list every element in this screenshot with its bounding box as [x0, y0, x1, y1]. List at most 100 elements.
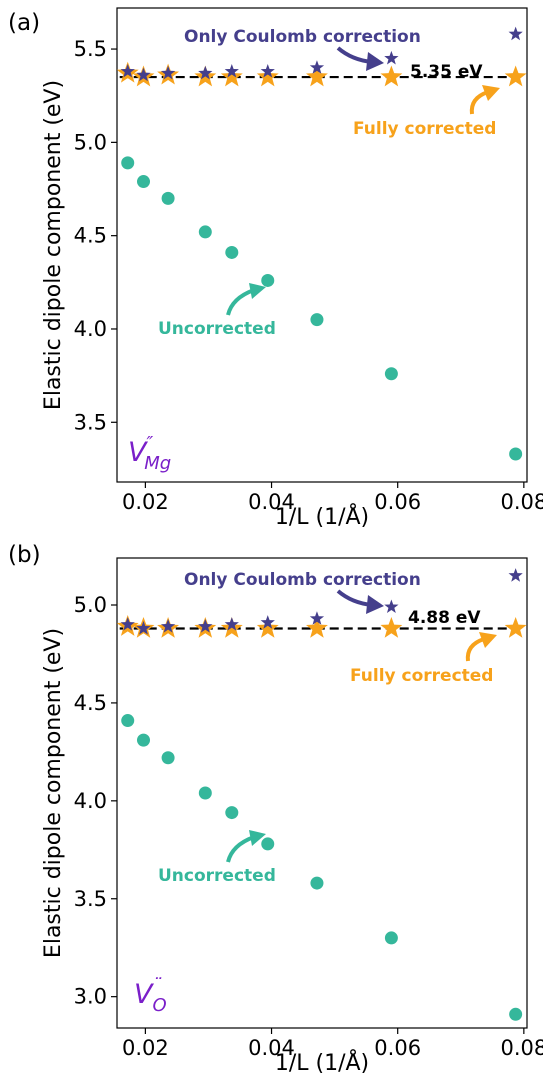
y-tick-label: 4.5: [74, 224, 107, 248]
x-tick-label: 0.06: [374, 490, 421, 514]
coulomb-point: [384, 50, 399, 65]
fully-corrected-annotation: Fully corrected: [353, 119, 496, 139]
y-tick-label: 5.0: [74, 593, 107, 617]
uncorrected-point: [136, 733, 150, 747]
uncorrected-arrowhead: [249, 830, 266, 846]
coulomb-arrow: [336, 46, 373, 64]
coulomb-point: [260, 615, 275, 629]
fully-corrected-point: [256, 617, 279, 638]
data-marks: [116, 568, 527, 1021]
axis-ticks: 0.02 0.04 0.06 0.08 3.5 4.0 4.5 5.0 5.5: [74, 37, 543, 514]
fully-corrected-point: [504, 617, 527, 638]
x-tick-label: 0.02: [122, 490, 169, 514]
y-axis-label: Elastic dipole component (eV): [41, 628, 66, 958]
panel-a: (a) Elastic dipole component (eV) 1/L (1…: [8, 7, 543, 530]
x-tick-label: 0.08: [500, 1036, 543, 1060]
coulomb-arrow: [336, 589, 373, 607]
y-tick-label: 4.5: [74, 691, 107, 715]
uncorrected-point: [509, 447, 523, 461]
x-tick-label: 0.06: [374, 1036, 421, 1060]
fully-corrected-arrowhead: [479, 632, 497, 648]
uncorrected-point: [310, 313, 324, 327]
y-tick-label: 5.0: [74, 130, 107, 154]
coulomb-arrowhead: [366, 52, 384, 71]
coulomb-point: [198, 65, 213, 80]
coulomb-point: [136, 67, 151, 82]
x-tick-label: 0.04: [248, 1036, 295, 1060]
plot-frame: [116, 557, 528, 1029]
coulomb-annotation: Only Coulomb correction: [184, 570, 421, 590]
uncorrected-point: [509, 1007, 523, 1021]
x-tick-label: 0.02: [122, 1036, 169, 1060]
uncorrected-point: [161, 191, 175, 205]
fully-corrected-point: [220, 65, 243, 87]
defect-label-vmg: V″ Mg: [128, 433, 171, 474]
uncorrected-point: [384, 931, 398, 945]
x-tick-label: 0.08: [500, 490, 543, 514]
fully-corrected-arrow: [465, 637, 485, 662]
y-tick-label: 5.5: [74, 37, 107, 61]
coulomb-point: [508, 26, 523, 41]
data-marks: [116, 26, 527, 461]
fully-corrected-point: [504, 65, 527, 87]
uncorrected-point: [161, 751, 175, 765]
panel-label: (a): [8, 10, 40, 36]
fully-corrected-annotation: Fully corrected: [350, 666, 493, 686]
coulomb-point: [260, 63, 275, 78]
fully-corrected-point: [306, 65, 328, 87]
uncorrected-point: [310, 876, 324, 890]
coulomb-point: [384, 599, 399, 614]
y-tick-label: 3.0: [74, 985, 107, 1009]
uncorrected-point: [225, 806, 239, 820]
uncorrected-point: [198, 786, 212, 800]
panel-b: (b) Elastic dipole component (eV) 1/L (1…: [8, 542, 543, 1076]
reference-value-label: 4.88 eV: [408, 608, 481, 628]
uncorrected-arrow: [226, 835, 255, 863]
uncorrected-arrow: [226, 288, 255, 316]
uncorrected-point: [261, 837, 275, 851]
coulomb-point: [224, 617, 239, 631]
y-axis-label: Elastic dipole component (eV): [41, 80, 66, 410]
y-tick-label: 4.0: [74, 789, 107, 813]
uncorrected-annotation: Uncorrected: [158, 866, 276, 886]
coulomb-point: [160, 65, 176, 80]
fully-corrected-arrowhead: [482, 85, 500, 101]
coulomb-point: [136, 621, 151, 635]
coulomb-point: [120, 63, 135, 78]
uncorrected-point: [121, 156, 135, 170]
coulomb-point: [160, 619, 176, 633]
defect-label-vo: V¨ O: [134, 975, 167, 1016]
x-tick-label: 0.04: [248, 490, 295, 514]
coulomb-point: [309, 60, 325, 74]
x-axis-label: 1/L (1/Å): [275, 1049, 369, 1076]
coulomb-arrowhead: [366, 595, 384, 614]
coulomb-point: [309, 611, 325, 625]
x-axis-label: 1/L (1/Å): [275, 503, 369, 530]
y-tick-label: 4.0: [74, 317, 107, 341]
uncorrected-arrowhead: [249, 283, 266, 299]
reference-value-label: 5.35 eV: [410, 62, 483, 82]
coulomb-point: [198, 619, 213, 633]
fully-corrected-point: [380, 65, 403, 87]
uncorrected-point: [121, 714, 135, 728]
uncorrected-annotation: Uncorrected: [158, 319, 276, 339]
coulomb-point: [224, 63, 239, 78]
panel-label: (b): [8, 542, 41, 568]
uncorrected-point: [198, 225, 212, 239]
uncorrected-point: [136, 175, 150, 189]
uncorrected-point: [225, 245, 239, 259]
fully-corrected-point: [306, 617, 328, 638]
fully-corrected-arrow: [469, 90, 489, 115]
axis-ticks: 0.02 0.04 0.06 0.08 3.0 3.5 4.0 4.5 5.0: [74, 593, 543, 1060]
uncorrected-point: [384, 367, 398, 381]
uncorrected-point: [261, 273, 275, 287]
y-tick-label: 3.5: [74, 410, 107, 434]
coulomb-annotation: Only Coulomb correction: [184, 27, 421, 47]
fully-corrected-point: [380, 617, 403, 638]
fully-corrected-point: [256, 65, 279, 87]
coulomb-point: [508, 568, 523, 582]
coulomb-point: [120, 617, 135, 631]
y-tick-label: 3.5: [74, 887, 107, 911]
plot-frame: [116, 7, 528, 483]
